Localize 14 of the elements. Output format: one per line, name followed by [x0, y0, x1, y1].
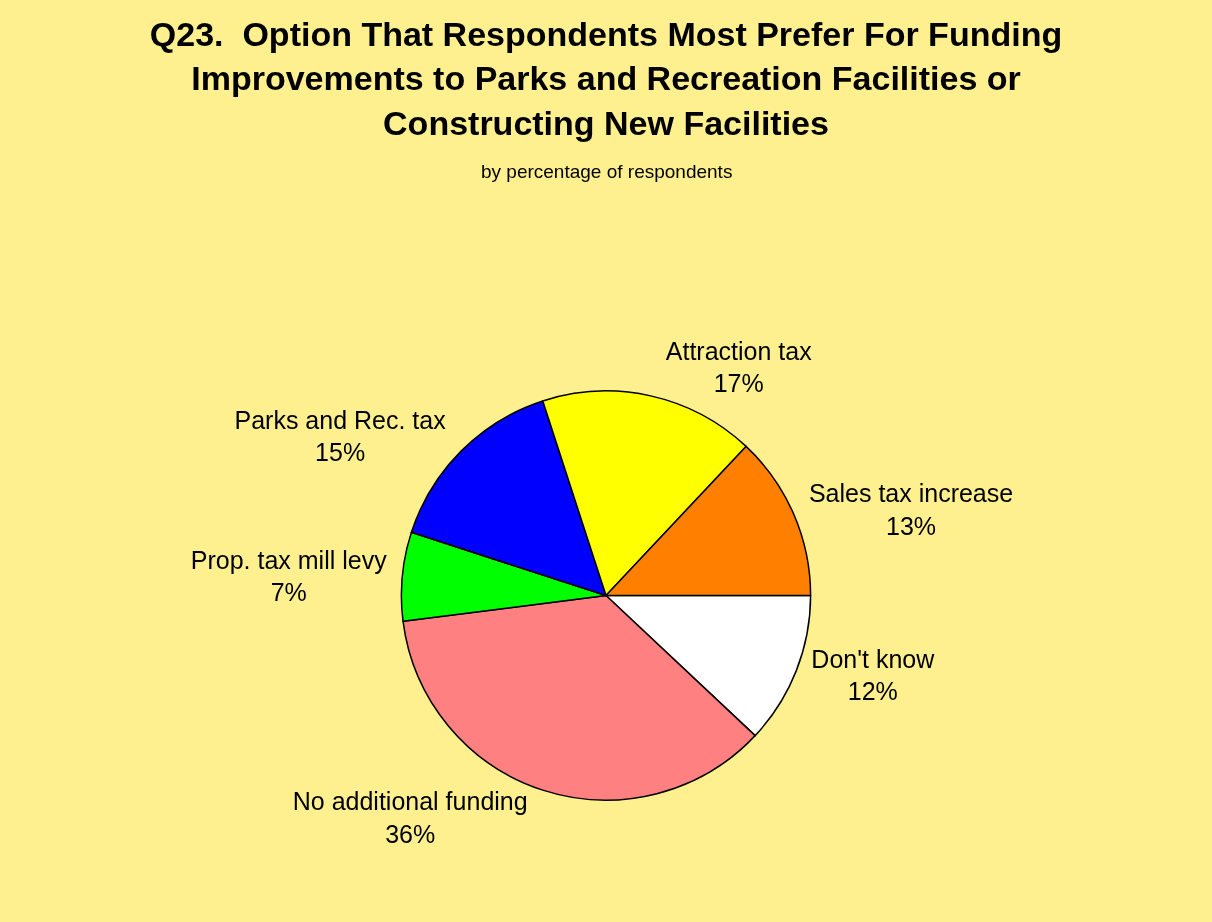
slice-label: Attraction tax [665, 336, 813, 365]
chart-subtitle: by percentage of respondents [481, 161, 733, 182]
data-label: 36% [385, 819, 436, 848]
data-label: 12% [847, 677, 898, 706]
data-label: 17% [713, 369, 764, 398]
chart-title: Q23. Option That Respondents Most Prefer For Funding Improvements to Parks and Recreation Facilities or Constructing New Facilities [149, 15, 1063, 142]
slice-label: Prop. tax mill levy [190, 545, 388, 574]
slice-label: No additional funding [292, 787, 528, 816]
slice-label: Don't know [811, 644, 936, 673]
data-label: 7% [270, 578, 307, 607]
slice-label: Sales tax increase [808, 479, 1014, 508]
data-label: 15% [315, 438, 366, 467]
data-label: 13% [886, 511, 937, 540]
slice-label: Parks and Rec. tax [234, 405, 447, 434]
